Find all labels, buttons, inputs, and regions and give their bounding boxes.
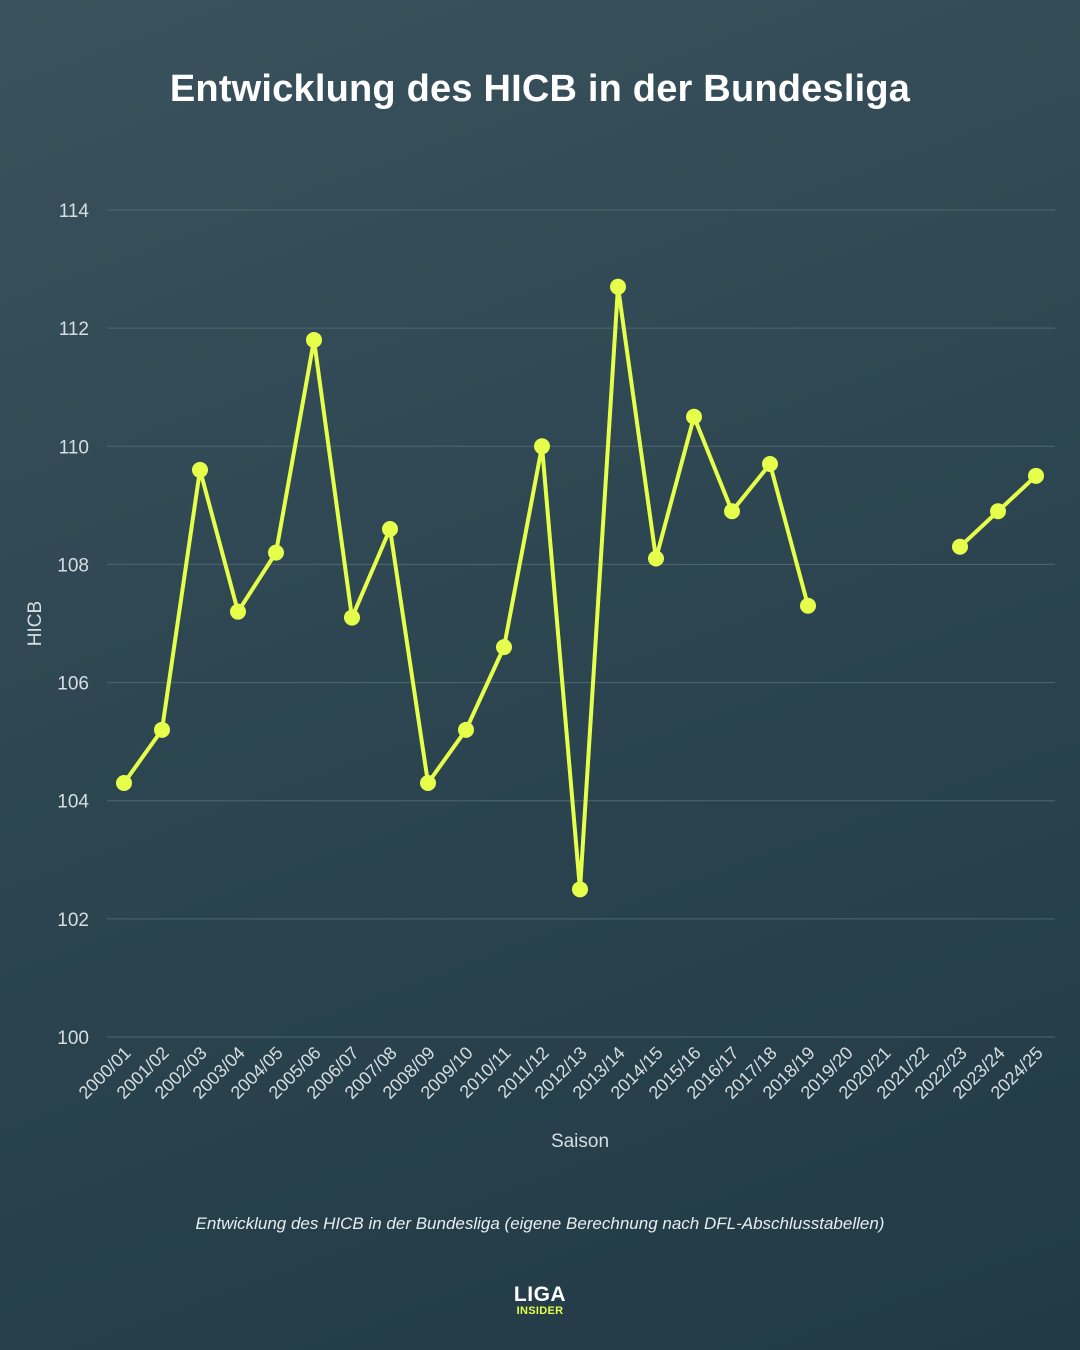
chart-caption: Entwicklung des HICB in der Bundesliga (… [195,1214,885,1233]
line-chart: 100 102 104 106 108 110 112 114 2000/012001/022… [25,201,1055,1152]
chart-title: Entwicklung des HICB in der Bundesliga [169,68,911,110]
data-point [762,456,778,473]
y-tick-label: 106 [57,674,89,695]
data-point [610,278,626,295]
data-point [800,597,816,614]
data-point [458,721,474,738]
y-tick-label: 112 [59,319,89,340]
data-point [572,881,588,898]
y-tick-label: 104 [57,792,89,813]
data-point [306,331,322,348]
y-tick-label: 102 [57,910,89,931]
logo-text-top: LIGA [513,1283,567,1306]
y-tick-labels: 100 102 104 106 108 110 112 114 [57,201,89,1049]
y-tick-label: 108 [57,555,89,576]
data-point [420,774,436,791]
grid-lines [107,209,1055,1038]
data-point [268,544,284,561]
data-point [154,721,170,738]
data-point [382,520,398,537]
y-tick-label: 110 [59,437,89,458]
x-axis-label: Saison [551,1131,609,1152]
data-point [686,408,702,425]
data-point [990,503,1006,520]
y-axis-label: HICB [25,601,46,646]
logo-text-bottom: INSIDER [516,1305,564,1317]
data-point [230,603,246,620]
data-point [648,550,664,567]
y-tick-label: 114 [59,201,90,222]
series-points [116,278,1044,898]
series-lines [122,284,1038,892]
data-point [116,774,132,791]
data-point [724,503,740,520]
data-point [192,461,208,478]
liga-insider-logo: LIGA INSIDER [490,1284,590,1317]
y-tick-label: 100 [57,1028,89,1049]
data-point [496,639,512,656]
data-point [344,609,360,626]
data-point [952,538,968,555]
data-point [534,438,550,455]
series-line [122,284,810,892]
x-tick-labels: 2000/012001/022002/032003/042004/052005/… [75,1043,1047,1103]
data-point [1028,467,1044,484]
